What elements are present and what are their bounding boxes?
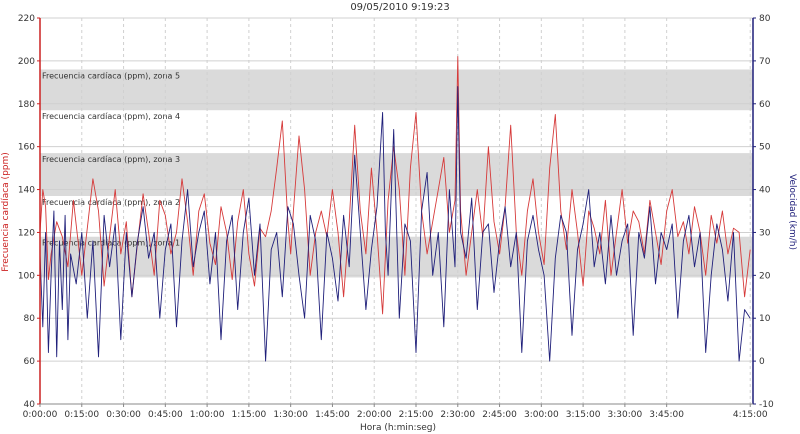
x-axis-title: Hora (h:min:seg) <box>360 423 436 433</box>
x-tick-label: 2:00:00 <box>357 410 392 420</box>
hr-zone-label: Frecuencia cardíaca (ppm), zona 5 <box>42 71 180 80</box>
y-right-tick-label: 50 <box>759 143 771 153</box>
hr-zone-label: Frecuencia cardíaca (ppm), zona 4 <box>42 112 180 121</box>
hr-zone-label: Frecuencia cardíaca (ppm), zona 1 <box>42 239 180 248</box>
hr-zone-band <box>40 153 753 196</box>
hr-zone-label: Frecuencia cardíaca (ppm), zona 3 <box>42 155 180 164</box>
y-left-tick-label: 140 <box>18 186 35 196</box>
x-tick-label: 1:30:00 <box>273 410 308 420</box>
x-tick-label: 0:15:00 <box>64 410 99 420</box>
series-lines <box>39 56 751 362</box>
y-right-tick-label: 60 <box>759 100 771 110</box>
x-tick-label: 0:00:00 <box>23 410 58 420</box>
y-right-tick-label: 10 <box>759 314 771 324</box>
y-left-tick-label: 80 <box>24 314 36 324</box>
heart-rate-line <box>39 56 751 315</box>
y-axis-right-title: Velocidad (km/h) <box>787 174 797 250</box>
speed-line <box>39 86 751 362</box>
y-right-tick-label: 0 <box>759 357 765 367</box>
y-axis-left-title: Frecuencia cardíaca (ppm) <box>1 152 11 272</box>
x-tick-label: 3:30:00 <box>608 410 643 420</box>
x-tick-label: 3:45:00 <box>649 410 684 420</box>
y-left-tick-label: 160 <box>18 143 35 153</box>
y-right-tick-label: 40 <box>759 186 771 196</box>
y-left-tick-label: 100 <box>18 271 35 281</box>
x-tick-label: 4:15:00 <box>733 410 768 420</box>
x-tick-label: 0:45:00 <box>148 410 183 420</box>
y-right-tick-label: 70 <box>759 57 771 67</box>
x-tick-label: 2:30:00 <box>440 410 475 420</box>
x-tick-label: 2:45:00 <box>482 410 517 420</box>
x-tick-label: 1:15:00 <box>232 410 267 420</box>
y-left-tick-label: 60 <box>24 357 36 367</box>
y-right-tick-label: 30 <box>759 228 771 238</box>
y-left-tick-label: 220 <box>18 14 35 24</box>
x-tick-label: 3:15:00 <box>566 410 601 420</box>
chart-title: 09/05/2010 9:19:23 <box>350 2 449 13</box>
hr-zone-label: Frecuencia cardíaca (ppm), zona 2 <box>42 198 180 207</box>
y-left-tick-label: 120 <box>18 228 35 238</box>
y-left-tick-label: 40 <box>24 400 36 410</box>
x-tick-label: 0:30:00 <box>106 410 141 420</box>
y-right-tick-label: -10 <box>759 400 774 410</box>
x-tick-label: 2:15:00 <box>399 410 434 420</box>
axes: 40 60 80 100 120 140 160 180 200 220 -10 0 10 20 30 40 5… <box>18 14 774 420</box>
x-tick-label: 3:00:00 <box>524 410 559 420</box>
y-right-tick-label: 80 <box>759 14 771 24</box>
y-left-tick-label: 200 <box>18 57 35 67</box>
x-tick-label: 1:00:00 <box>190 410 225 420</box>
hr-zone-band <box>40 236 753 278</box>
y-right-tick-label: 20 <box>759 271 771 281</box>
y-left-tick-label: 180 <box>18 100 35 110</box>
x-tick-label: 1:45:00 <box>315 410 350 420</box>
